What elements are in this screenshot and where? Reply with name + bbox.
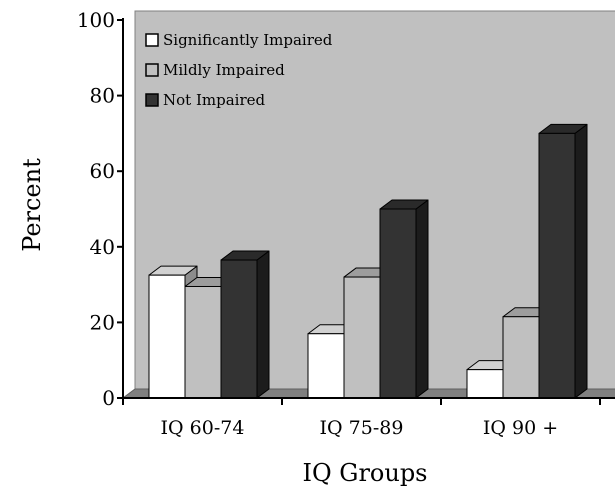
- y-tick-label: 20: [90, 310, 115, 334]
- legend-label: Not Impaired: [163, 91, 265, 109]
- legend-label: Mildly Impaired: [163, 61, 285, 79]
- axes: 0 20 40 60 80 100 IQ 60-74 IQ 75-89 IQ 90 +: [77, 8, 615, 439]
- bar: [148, 265, 198, 399]
- bar: [538, 123, 588, 399]
- x-tick-label: IQ 90 +: [483, 417, 558, 439]
- legend-label: Significantly Impaired: [163, 31, 333, 49]
- bar-front: [307, 333, 345, 399]
- x-tick-label: IQ 75-89: [320, 417, 404, 439]
- x-tick-label: IQ 60-74: [161, 417, 245, 439]
- y-axis-title: Percent: [18, 158, 46, 252]
- bar: [220, 250, 270, 399]
- legend: Significantly Impaired Mildly Impaired Not…: [145, 31, 333, 109]
- legend-swatch: [145, 63, 159, 77]
- legend-swatch: [145, 33, 159, 47]
- y-tick-label: 100: [77, 8, 115, 32]
- bar-front: [343, 276, 381, 399]
- bar-front: [466, 369, 504, 399]
- bar-side: [256, 250, 270, 399]
- legend-swatch: [145, 93, 159, 107]
- y-tick-label: 80: [90, 84, 115, 108]
- bar-front: [184, 285, 222, 399]
- bar-side: [415, 199, 429, 399]
- bar-front: [538, 132, 576, 399]
- bar-front: [379, 208, 417, 399]
- bar-side: [574, 123, 588, 399]
- x-axis-title: IQ Groups: [302, 459, 427, 487]
- bar: [379, 199, 429, 399]
- bar-front: [502, 316, 540, 399]
- bar-front: [148, 274, 186, 399]
- bar-front: [220, 259, 258, 399]
- y-tick-label: 60: [90, 159, 115, 183]
- bars: [148, 123, 588, 399]
- y-tick-label: 0: [102, 386, 115, 410]
- y-tick-label: 40: [90, 235, 115, 259]
